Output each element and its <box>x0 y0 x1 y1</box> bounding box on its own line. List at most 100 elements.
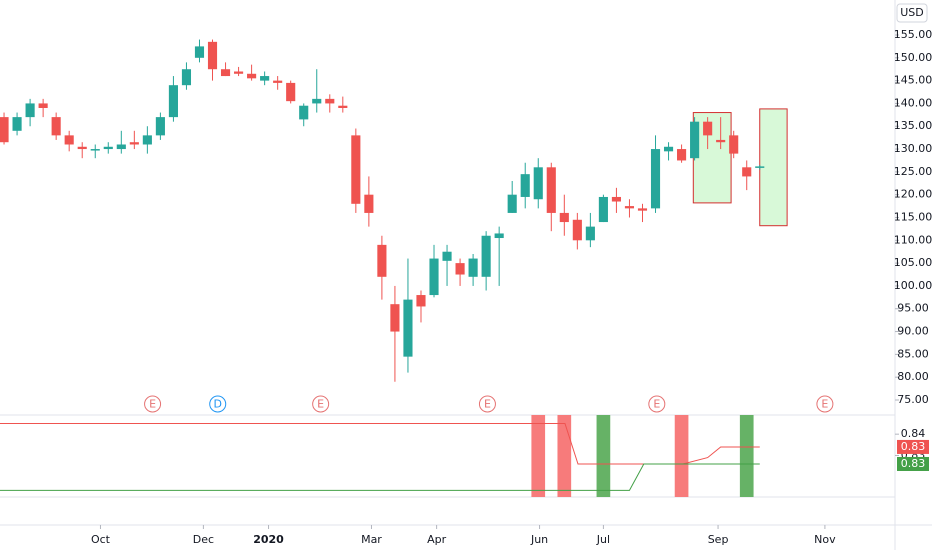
candle-body <box>234 71 244 74</box>
y-tick-label: 85.00 <box>897 347 929 360</box>
y-tick-label: 125.00 <box>894 165 932 178</box>
currency: USD <box>900 6 924 19</box>
candle-body <box>468 258 478 277</box>
candle-body <box>520 174 530 197</box>
candle-body <box>64 135 74 145</box>
event-label: E <box>317 398 324 411</box>
x-tick-label: Oct <box>91 533 111 546</box>
candle-body <box>273 80 283 83</box>
candle-body <box>533 167 543 200</box>
y-tick-label: 0.84 <box>901 427 926 440</box>
candle-body <box>129 142 139 145</box>
signal-bar <box>739 415 754 497</box>
y-tick-label: 95.00 <box>897 302 929 315</box>
candle-body <box>181 69 192 86</box>
candle-body <box>442 251 452 261</box>
candle-body <box>312 98 322 104</box>
candle-body <box>507 194 517 213</box>
signal-bar <box>531 415 546 497</box>
candle-body <box>546 167 556 213</box>
candle-body <box>25 103 35 118</box>
y-tick-label: 90.00 <box>897 325 929 338</box>
candle-body <box>716 139 726 143</box>
x-tick-label: Apr <box>427 533 447 546</box>
y-tick-label: 100.00 <box>894 279 932 292</box>
signal-bar <box>674 415 689 497</box>
candle-body <box>598 196 608 223</box>
event-marker <box>478 395 496 413</box>
candle-body <box>12 117 22 131</box>
event-marker <box>816 395 834 413</box>
y-tick-label: 145.00 <box>894 74 932 87</box>
candle-body <box>299 105 309 120</box>
candle-body <box>650 149 661 209</box>
candle-body <box>260 76 270 81</box>
candle-body <box>729 135 739 154</box>
candle-body <box>494 233 504 239</box>
signal-bar <box>596 415 611 497</box>
event-label: E <box>653 398 660 411</box>
candle-body <box>77 146 87 150</box>
range-box <box>759 108 788 227</box>
candle-body <box>38 103 48 108</box>
event-marker <box>209 395 227 413</box>
event-marker <box>648 395 666 413</box>
y-tick-label: 75.00 <box>897 393 929 406</box>
y-tick-label: 135.00 <box>894 119 932 132</box>
candle-body <box>624 206 635 209</box>
x-tick-label: Jun <box>530 533 548 546</box>
candle-body <box>194 46 205 58</box>
y-tick-label: 115.00 <box>894 210 932 223</box>
event-marker <box>312 395 330 413</box>
candle-body <box>572 219 582 241</box>
candle-body <box>351 135 361 204</box>
candle-body <box>142 135 152 145</box>
candle-body <box>390 304 400 332</box>
candle-body <box>403 299 413 357</box>
y-tick-label: 140.00 <box>894 96 932 109</box>
y-tick-label: 105.00 <box>894 256 932 269</box>
candle-body <box>377 244 387 277</box>
candle-body <box>286 82 296 102</box>
candle-body <box>663 146 674 152</box>
y-tick-label: 110.00 <box>894 233 932 246</box>
event-label: D <box>213 398 221 411</box>
last-value-badge <box>897 439 929 454</box>
event-label: E <box>484 398 491 411</box>
candle-body <box>364 194 374 213</box>
x-tick-label: 2020 <box>253 533 284 546</box>
last-value-label: 0.83 <box>901 457 926 470</box>
candle-body <box>677 149 687 161</box>
candle-body <box>168 85 178 118</box>
y-tick-label: 150.00 <box>894 51 932 64</box>
candle-body <box>611 196 621 202</box>
candle-body <box>0 117 9 143</box>
candle-body <box>559 212 569 223</box>
candle-body <box>637 208 648 211</box>
signal-bar <box>557 415 572 497</box>
candle-body <box>742 167 752 177</box>
candle-body <box>338 105 348 108</box>
y-tick-label: 80.00 <box>897 370 929 383</box>
currency-badge[interactable] <box>896 3 928 23</box>
candle-body <box>116 144 126 150</box>
x-tick-label: Sep <box>708 533 729 546</box>
event-marker <box>144 395 162 413</box>
candle-body <box>429 258 439 296</box>
candle-body <box>455 263 465 275</box>
last-value-label: 0.83 <box>901 440 926 453</box>
event-label: E <box>149 398 156 411</box>
candle-body <box>90 149 100 151</box>
candle-body <box>220 69 231 77</box>
range-box <box>692 112 732 204</box>
candle-body <box>325 98 335 104</box>
candle-body <box>155 117 165 136</box>
x-tick-label: Dec <box>193 533 214 546</box>
candle-body <box>755 166 765 168</box>
x-tick-label: Nov <box>814 533 836 546</box>
candle-body <box>51 117 61 136</box>
candle-body <box>207 41 218 70</box>
